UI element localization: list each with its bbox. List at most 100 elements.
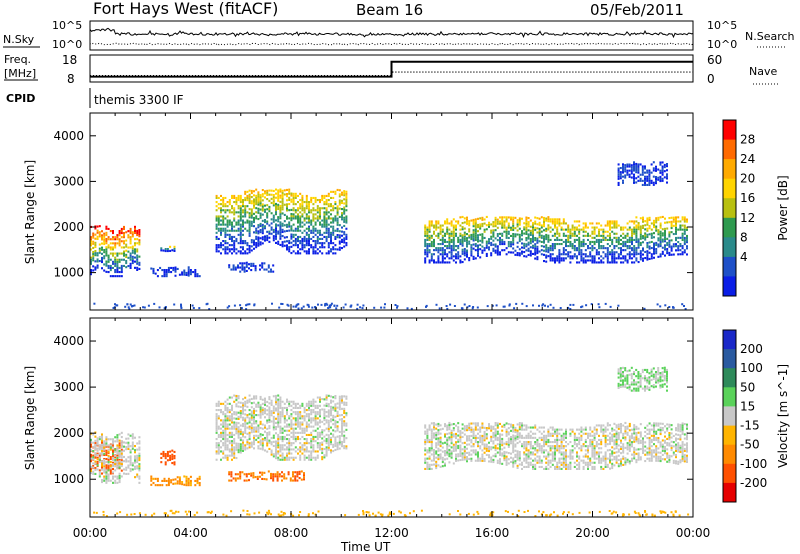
vel-echo-cell bbox=[267, 470, 270, 473]
power-noise-cell bbox=[124, 305, 127, 308]
power-echo-cell bbox=[617, 257, 620, 260]
power-echo-cell bbox=[257, 211, 260, 214]
power-echo-cell bbox=[279, 229, 282, 232]
power-echo-cell bbox=[562, 232, 565, 235]
vel-echo-cell bbox=[278, 475, 281, 478]
power-echo-cell bbox=[314, 199, 317, 202]
power-echo-cell bbox=[598, 222, 600, 225]
power-echo-cell bbox=[336, 217, 339, 220]
vel-echo-cell bbox=[286, 433, 288, 436]
power-echo-cell bbox=[90, 258, 92, 261]
power-echo-cell bbox=[641, 179, 644, 182]
power-echo-cell bbox=[275, 202, 277, 205]
power-echo-cell bbox=[264, 208, 266, 211]
power-echo-cell bbox=[118, 230, 121, 233]
vel-echo-cell bbox=[215, 446, 218, 449]
power-echo-cell bbox=[299, 203, 302, 206]
power-echo-cell bbox=[170, 271, 173, 274]
vel-echo-cell bbox=[430, 436, 433, 439]
vel-echo-cell bbox=[426, 434, 429, 437]
power-echo-cell bbox=[292, 244, 295, 247]
power-echo-cell bbox=[543, 239, 545, 242]
power-echo-cell bbox=[635, 181, 638, 184]
power-echo-cell bbox=[231, 248, 233, 251]
power-echo-cell bbox=[323, 213, 326, 216]
power-echo-cell bbox=[109, 258, 112, 261]
power-echo-cell bbox=[666, 248, 669, 251]
power-echo-cell bbox=[611, 261, 614, 264]
power-echo-cell bbox=[123, 246, 125, 249]
vel-echo-cell bbox=[275, 444, 277, 447]
vel-echo-cell bbox=[279, 419, 282, 422]
power-echo-cell bbox=[547, 226, 550, 229]
vel-echo-cell bbox=[426, 430, 429, 433]
power-echo-cell bbox=[631, 220, 633, 223]
power-echo-cell bbox=[125, 253, 128, 256]
vel-echo-cell bbox=[239, 439, 242, 442]
power-echo-cell bbox=[507, 245, 510, 248]
vel-echo-cell bbox=[332, 400, 335, 403]
power-echo-cell bbox=[641, 169, 644, 172]
vel-echo-cell bbox=[294, 438, 297, 441]
power-echo-cell bbox=[299, 252, 302, 255]
power-echo-cell bbox=[547, 246, 550, 249]
power-echo-cell bbox=[178, 273, 181, 276]
vel-echo-cell bbox=[171, 455, 174, 458]
power-echo-cell bbox=[292, 240, 295, 243]
power-noise-cell bbox=[192, 307, 195, 309]
power-echo-cell bbox=[305, 199, 308, 202]
vel-echo-cell bbox=[303, 442, 306, 445]
power-echo-cell bbox=[490, 235, 493, 238]
power-echo-cell bbox=[107, 238, 110, 241]
vel-echo-cell bbox=[319, 431, 321, 434]
power-echo-cell bbox=[310, 201, 313, 204]
power-echo-cell bbox=[244, 209, 247, 212]
power-echo-cell bbox=[565, 249, 567, 252]
vel-echo-cell bbox=[101, 466, 103, 469]
vel-echo-cell bbox=[332, 416, 335, 419]
power-echo-cell bbox=[327, 203, 330, 206]
vel-echo-cell bbox=[226, 411, 229, 414]
power-echo-cell bbox=[512, 220, 515, 223]
power-echo-cell bbox=[424, 259, 427, 262]
power-echo-cell bbox=[558, 261, 561, 264]
vel-echo-cell bbox=[310, 450, 313, 453]
power-echo-cell bbox=[492, 233, 495, 236]
power-echo-cell bbox=[437, 247, 440, 250]
power-echo-cell bbox=[228, 264, 231, 267]
power-echo-cell bbox=[628, 175, 631, 178]
power-noise-cell bbox=[569, 303, 572, 306]
power-echo-cell bbox=[237, 229, 240, 232]
vel-echo-cell bbox=[257, 401, 260, 404]
power-echo-cell bbox=[259, 194, 262, 197]
vel-echo-cell bbox=[118, 464, 121, 467]
power-echo-cell bbox=[655, 248, 658, 251]
vel-echo-cell bbox=[289, 477, 292, 480]
vel-echo-cell bbox=[120, 465, 123, 468]
power-echo-cell bbox=[426, 230, 429, 233]
power-echo-cell bbox=[138, 235, 141, 238]
power-echo-cell bbox=[325, 211, 328, 214]
power-echo-cell bbox=[92, 251, 95, 254]
power-echo-cell bbox=[118, 258, 121, 261]
vel-echo-cell bbox=[176, 476, 179, 479]
vel-echo-cell bbox=[435, 450, 438, 453]
power-echo-cell bbox=[613, 220, 616, 223]
vel-echo-cell bbox=[308, 400, 310, 403]
power-echo-cell bbox=[558, 251, 561, 254]
power-echo-cell bbox=[613, 232, 616, 235]
power-echo-cell bbox=[264, 204, 266, 207]
vel-echo-cell bbox=[301, 446, 304, 449]
vel-echo-cell bbox=[286, 406, 288, 409]
power-echo-cell bbox=[441, 240, 444, 243]
power-noise-cell bbox=[302, 305, 305, 308]
power-echo-cell bbox=[661, 246, 664, 249]
power-noise-cell bbox=[130, 305, 133, 308]
vel-echo-cell bbox=[261, 407, 264, 410]
vel-echo-cell bbox=[336, 429, 339, 432]
power-echo-cell bbox=[248, 216, 251, 219]
power-echo-cell bbox=[325, 199, 328, 202]
vel-echo-cell bbox=[248, 444, 251, 447]
vel-echo-cell bbox=[118, 444, 121, 447]
vel-echo-cell bbox=[327, 405, 330, 408]
